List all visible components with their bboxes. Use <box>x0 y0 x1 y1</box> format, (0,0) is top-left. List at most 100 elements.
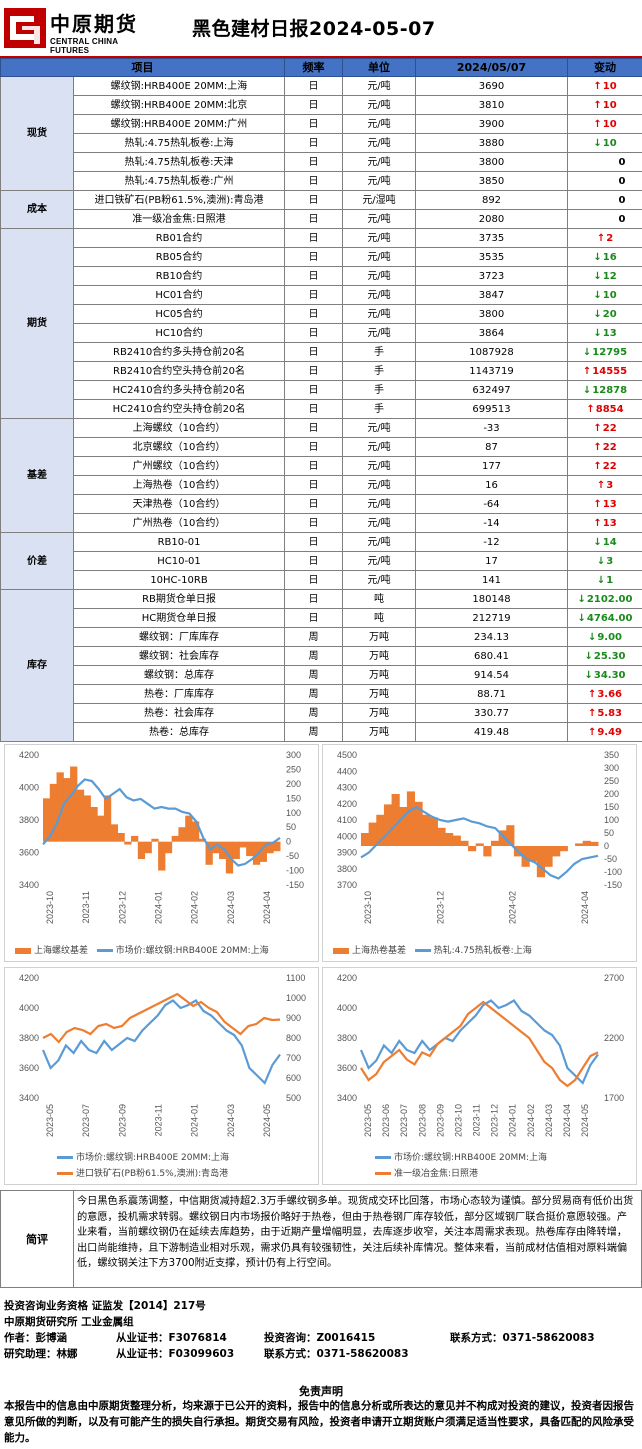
basis-bar <box>529 846 538 862</box>
value-cell: 914.54 <box>415 665 568 685</box>
x-tick-label: 2023-10 <box>363 891 373 924</box>
change-cell: ↑22 <box>567 418 642 438</box>
commentary-text: 今日黑色系震荡调整，中信期货减持超2.3万手螺纹钢多单。现货成交环比回落，市场心… <box>77 1196 634 1269</box>
x-tick-label: 2023-07 <box>81 1104 91 1137</box>
unit-cell: 万吨 <box>342 684 416 704</box>
item-cell: RB05合约 <box>73 247 285 267</box>
frequency-cell: 日 <box>284 437 343 457</box>
unit-cell: 元/吨 <box>342 304 416 324</box>
y-tick-label-left: 4100 <box>337 815 357 825</box>
x-tick-label: 2024-03 <box>544 1104 554 1137</box>
frequency-cell: 日 <box>284 133 343 153</box>
x-tick-label: 2024-03 <box>226 891 236 924</box>
unit-cell: 元/吨 <box>342 209 416 229</box>
item-cell: 螺纹钢:HRB400E 20MM:上海 <box>73 76 285 96</box>
category-cell: 现货 <box>0 76 74 191</box>
arrow-up-icon: ↑ <box>593 80 602 92</box>
item-cell: RB2410合约多头持仓前20名 <box>73 342 285 362</box>
arrow-down-icon: ↓ <box>593 270 602 282</box>
x-tick-label: 2024-04 <box>562 1104 572 1137</box>
y-tick-label-right: 1100 <box>286 973 305 983</box>
y-tick-label-left: 3700 <box>337 880 357 890</box>
chart-rebar-basis-plot: 4200 4000 3800 3600 3400 300 250 200 150 100 50 0 -5… <box>19 750 304 924</box>
basis-bar <box>90 807 98 842</box>
change-cell: 0 <box>567 171 642 191</box>
item-cell: 广州热卷（10合约） <box>73 513 285 533</box>
basis-bar <box>252 841 261 865</box>
basis-bar <box>117 833 125 842</box>
rebar-price-line <box>359 999 599 1085</box>
table-row: HC2410合约空头持仓前20名日手 699513 ↑8854 <box>1 399 642 419</box>
legend-swatch-line <box>414 949 431 952</box>
disclaimer-text: 本报告中的信息由中原期货整理分析，均来源于已公开的资料，报告中的信息分析或所表达… <box>4 1400 634 1444</box>
y-tick-label-right: 2700 <box>604 973 624 983</box>
change-value: 12795 <box>592 346 628 358</box>
y-tick-label-left: 3600 <box>19 848 39 858</box>
value-cell: 632497 <box>415 380 568 400</box>
change-value: 22 <box>602 441 617 453</box>
change-value: 4764.00 <box>586 612 633 624</box>
y-tick-label-right: 0 <box>604 841 609 851</box>
unit-cell: 万吨 <box>342 665 416 685</box>
basis-bar <box>205 841 213 865</box>
legend-label: 市场价:螺纹钢:HRB400E 20MM:上海 <box>115 946 269 956</box>
header-unit: 单位 <box>342 58 416 77</box>
frequency-cell: 日 <box>284 228 343 248</box>
basis-bar <box>536 846 545 878</box>
item-cell: HC2410合约空头持仓前20名 <box>73 399 285 419</box>
legend-label: 进口铁矿石(PB粉61.5%,澳洲):青岛港 <box>76 1169 229 1179</box>
y-tick-label-left: 4300 <box>337 783 357 793</box>
table-row: HC期货仓单日报日吨 212719 ↓4764.00 <box>1 608 642 628</box>
basis-bar <box>422 814 431 846</box>
table-row: HC10-01 日元/吨 17 ↓3 <box>1 551 642 571</box>
qualification-line: 投资咨询业务资格 证监发【2014】217号 <box>4 1300 206 1312</box>
item-cell: 上海螺纹（10合约） <box>73 418 285 438</box>
change-cell: ↑9.49 <box>567 722 642 742</box>
arrow-down-icon: ↓ <box>584 650 593 662</box>
item-cell: 螺纹钢：总库存 <box>73 665 285 685</box>
x-tick-label: 2023-09 <box>435 1104 445 1137</box>
item-cell: RB10合约 <box>73 266 285 286</box>
change-cell: ↑22 <box>567 456 642 476</box>
x-tick-label: 2023-12 <box>435 891 445 924</box>
item-cell: 热卷：总库存 <box>73 722 285 742</box>
basis-bar <box>246 841 254 857</box>
legend-swatch-line <box>57 1172 73 1175</box>
table-row: 天津热卷（10合约）日元/吨 -64 ↑13 <box>1 494 642 514</box>
value-cell: 3850 <box>415 171 568 191</box>
header-frequency: 频率 <box>284 58 343 77</box>
value-cell: 3880 <box>415 133 568 153</box>
basis-bar <box>452 835 461 846</box>
arrow-down-icon: ↓ <box>577 612 586 624</box>
table-row: 螺纹钢：总库存周万吨 914.54 ↓34.30 <box>1 665 642 685</box>
value-cell: 419.48 <box>415 722 568 742</box>
table-row: 螺纹钢：厂库库存周万吨 234.13 ↓9.00 <box>1 627 642 647</box>
arrow-down-icon: ↓ <box>593 289 602 301</box>
basis-bar <box>544 846 553 867</box>
frequency-cell: 日 <box>284 95 343 115</box>
change-cell: ↑10 <box>567 114 642 134</box>
x-tick-label: 2024-03 <box>226 1104 236 1137</box>
frequency-cell: 日 <box>284 285 343 305</box>
basis-bar <box>590 841 599 846</box>
change-value: 8854 <box>595 403 624 415</box>
price-line <box>42 778 281 867</box>
table-row: RB2410合约多头持仓前20名日手 1087928 ↓12795 <box>1 342 642 362</box>
frequency-cell: 日 <box>284 209 343 229</box>
frequency-cell: 日 <box>284 114 343 134</box>
y-tick-label-right: 900 <box>286 1013 301 1023</box>
item-cell: RB2410合约空头持仓前20名 <box>73 361 285 381</box>
unit-cell: 手 <box>342 342 416 362</box>
y-tick-label-left: 4500 <box>337 750 357 760</box>
basis-bar <box>171 835 179 842</box>
basis-bar <box>137 841 146 859</box>
chart-hrc-basis-legend: 上海热卷基差 热轧:4.75热轧板卷:上海 <box>333 943 532 956</box>
unit-cell: 元/吨 <box>342 266 416 286</box>
change-cell: 0 <box>567 190 642 210</box>
unit-cell: 元/吨 <box>342 475 416 495</box>
table-row: 广州热卷（10合约）日元/吨 -14 ↑13 <box>1 513 642 533</box>
x-tick-label: 2023-08 <box>417 1104 427 1137</box>
frequency-cell: 周 <box>284 684 343 704</box>
value-cell: -14 <box>415 513 568 533</box>
arrow-up-icon: ↑ <box>587 688 597 700</box>
